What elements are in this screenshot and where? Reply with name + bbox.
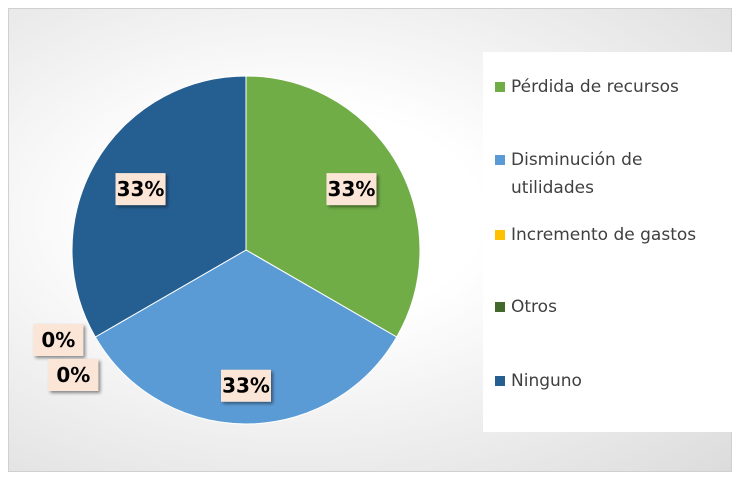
legend-swatch: [495, 155, 505, 165]
legend-swatch: [495, 82, 505, 92]
data-label-text: 33%: [222, 374, 270, 398]
data-label: 33%: [326, 173, 377, 206]
data-label-text: 0%: [41, 328, 75, 352]
data-label: 0%: [48, 359, 99, 391]
legend-swatch: [495, 302, 505, 312]
pie-slice: [245, 75, 421, 338]
data-label-box: [221, 369, 271, 402]
data-label-box: [115, 173, 166, 206]
data-label-text: 33%: [328, 177, 376, 201]
data-label-box: [326, 173, 377, 206]
legend-swatch: [495, 376, 505, 386]
data-label-box: [48, 359, 99, 391]
data-label: 0%: [33, 324, 84, 356]
legend-item: Incremento de gastos: [495, 221, 739, 249]
data-label: 33%: [221, 369, 271, 402]
legend-label: Disminución de utilidades: [511, 150, 643, 198]
pie-slice: [71, 75, 247, 338]
data-label: 33%: [115, 173, 166, 206]
legend-label: Otros: [511, 297, 557, 317]
data-label-text: 33%: [117, 177, 165, 201]
legend-label: Pérdida de recursos: [511, 77, 679, 97]
legend-item: Pérdida de recursos: [495, 73, 739, 101]
pie-slice: [94, 249, 398, 425]
legend-item: Otros: [495, 293, 739, 321]
legend: Pérdida de recursos Disminución de utilid…: [483, 52, 735, 432]
legend-item: Disminución de utilidades: [495, 146, 681, 202]
legend-swatch: [495, 230, 505, 240]
data-label-text: 0%: [56, 363, 90, 387]
data-label-box: [33, 324, 84, 356]
legend-label: Ninguno: [511, 371, 582, 391]
legend-item: Ninguno: [495, 367, 739, 395]
legend-label: Incremento de gastos: [511, 225, 697, 245]
